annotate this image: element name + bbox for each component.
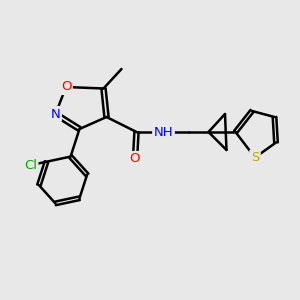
Text: N: N — [51, 107, 60, 121]
Text: S: S — [251, 151, 259, 164]
Text: O: O — [61, 80, 71, 94]
Text: Cl: Cl — [24, 159, 37, 172]
Text: O: O — [130, 152, 140, 166]
Text: NH: NH — [154, 125, 173, 139]
